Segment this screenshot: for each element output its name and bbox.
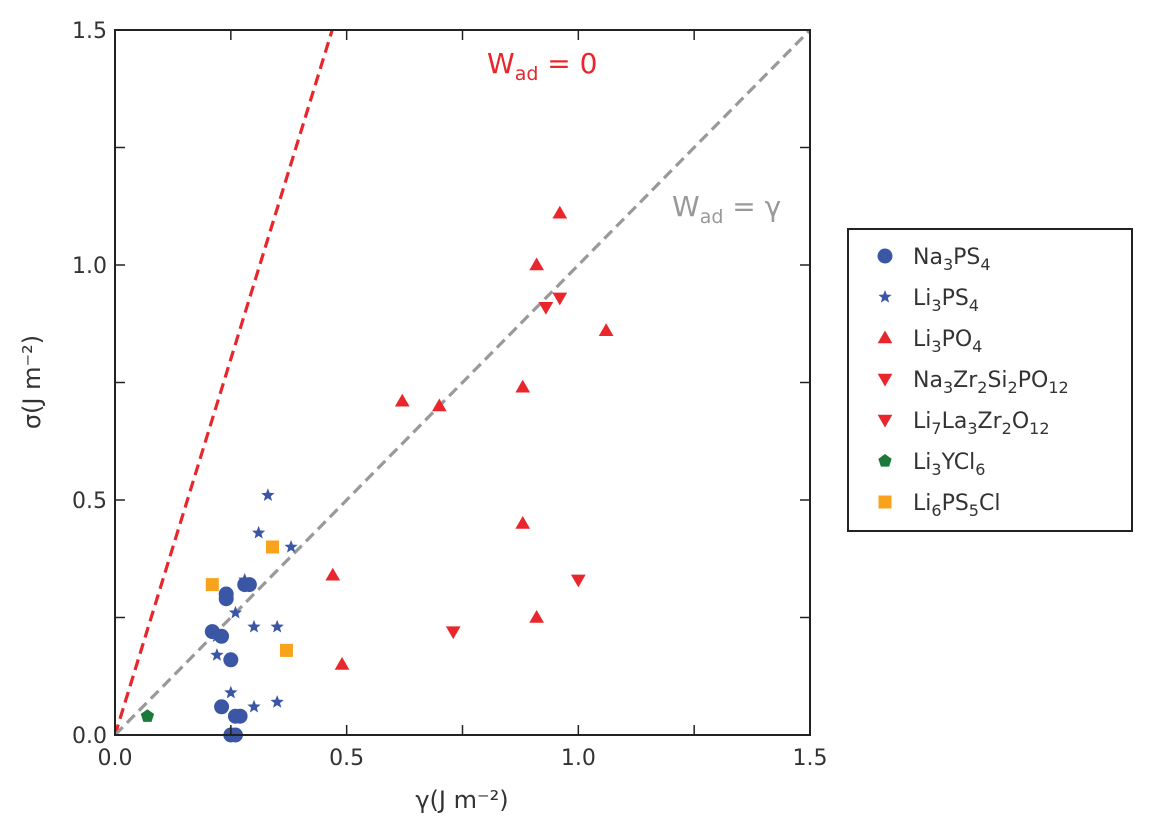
legend-marker-li3ycl6 bbox=[878, 454, 892, 467]
point-li3po4 bbox=[552, 205, 568, 219]
point-li3ps4 bbox=[251, 525, 266, 539]
legend-label-li6ps5cl: Li6PS5Cl bbox=[913, 491, 1000, 520]
point-li3ps4 bbox=[210, 629, 224, 642]
legend-label-li3ycl6: Li3YCl6 bbox=[913, 450, 985, 479]
point-li3ps4 bbox=[224, 685, 238, 699]
legend-label-li3ps4: Li3PS4 bbox=[913, 286, 979, 315]
y-tick-label: 0.5 bbox=[72, 489, 107, 514]
point-li3po4 bbox=[334, 657, 350, 670]
point-li6ps5cl bbox=[279, 643, 293, 657]
reference-line bbox=[115, 30, 334, 735]
point-li3ps4 bbox=[228, 605, 243, 619]
legend-marker-li6ps5cl bbox=[878, 495, 892, 509]
point-li3po4 bbox=[431, 398, 447, 412]
point-na3ps4 bbox=[223, 652, 239, 668]
point-li3po4 bbox=[598, 323, 614, 337]
point-na3ps4 bbox=[232, 708, 248, 724]
point-na3ps4 bbox=[218, 591, 234, 607]
point-na3zr2si2po12 bbox=[570, 574, 586, 588]
y-tick-label: 0.0 bbox=[72, 724, 107, 749]
reference-line-label: Wad = 0 bbox=[487, 47, 597, 85]
legend-label-li3po4: Li3PO4 bbox=[913, 327, 982, 356]
x-tick-label: 0.5 bbox=[329, 746, 364, 771]
point-li3po4 bbox=[515, 379, 531, 393]
reference-line-labels: Wad = 0 Wad = γ bbox=[487, 47, 781, 228]
x-tick-label: 1.5 bbox=[793, 746, 828, 771]
point-li3po4 bbox=[325, 567, 341, 581]
legend-marker-na3zr2si2po12 bbox=[877, 373, 893, 387]
point-li3ycl6 bbox=[140, 709, 155, 722]
reference-lines bbox=[115, 30, 810, 735]
point-li3ps4 bbox=[270, 619, 284, 633]
x-tick-label: 1.0 bbox=[561, 746, 596, 771]
legend-label-na3zr2si2po12: Na3Zr2Si2PO12 bbox=[913, 368, 1069, 397]
point-na3zr2si2po12 bbox=[538, 302, 554, 315]
axis-ticks: 0.0 0.5 1.0 1.5 0.0 0.5 1.0 1.5 bbox=[72, 19, 828, 771]
legend-marker-li7la3zr2o12 bbox=[877, 414, 893, 428]
legend-box bbox=[847, 228, 1133, 532]
legend-marker-li3ps4 bbox=[878, 290, 892, 303]
point-li3po4 bbox=[515, 516, 531, 529]
point-li3ps4 bbox=[270, 695, 284, 708]
legend-marker-na3ps4 bbox=[877, 248, 893, 264]
y-tick-label: 1.5 bbox=[72, 19, 107, 44]
point-li3ps4 bbox=[210, 648, 224, 661]
legend-label-na3ps4: Na3PS4 bbox=[913, 245, 991, 274]
point-na3ps4 bbox=[214, 699, 230, 715]
point-na3zr2si2po12 bbox=[552, 292, 568, 306]
legend-marker-li3po4 bbox=[877, 330, 893, 344]
reference-line-label: Wad = γ bbox=[672, 190, 781, 228]
reference-line bbox=[115, 30, 810, 735]
legend: Na3PS4 Li3PS4 Li3PO4 Na3Zr2Si2PO12 Li7La3Zr2… bbox=[847, 228, 1133, 532]
point-li6ps5cl bbox=[266, 540, 280, 554]
point-li3ps4 bbox=[247, 619, 261, 633]
y-axis-title: σ(J m⁻²) bbox=[18, 335, 46, 429]
data-points bbox=[140, 205, 614, 743]
point-li3ps4 bbox=[238, 572, 252, 586]
point-li3ps4 bbox=[284, 540, 298, 553]
y-tick-label: 1.0 bbox=[72, 254, 107, 279]
point-li3po4 bbox=[394, 393, 410, 407]
point-li3po4 bbox=[529, 257, 544, 271]
point-li3po4 bbox=[529, 610, 544, 623]
point-li3ps4 bbox=[261, 488, 275, 501]
x-axis-title: γ(J m⁻²) bbox=[415, 786, 508, 814]
legend-label-li7la3zr2o12: Li7La3Zr2O12 bbox=[913, 409, 1050, 438]
point-li3ps4 bbox=[247, 699, 261, 713]
point-li6ps5cl bbox=[205, 578, 219, 592]
point-na3zr2si2po12 bbox=[445, 626, 461, 640]
x-tick-label: 0.0 bbox=[98, 746, 133, 771]
